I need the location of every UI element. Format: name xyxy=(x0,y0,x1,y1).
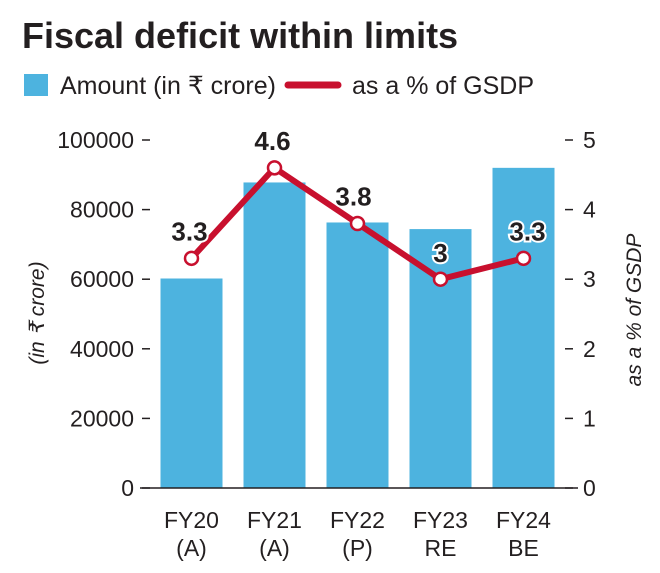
y2-tick-label: 4 xyxy=(583,197,596,223)
pct-points xyxy=(183,160,532,287)
category-label-line2: (A) xyxy=(259,535,290,561)
pct-data-label: 3 xyxy=(433,238,447,268)
category-label-line1: FY20 xyxy=(164,507,219,533)
pct-point xyxy=(349,215,366,232)
category-label-line2: RE xyxy=(425,535,457,561)
bars xyxy=(160,167,555,488)
bar xyxy=(243,182,306,488)
y2-tick-label: 2 xyxy=(583,336,596,362)
legend-bar-swatch xyxy=(24,74,48,96)
legend-line-label: as a % of GSDP xyxy=(352,72,534,100)
category-label-line2: (P) xyxy=(342,535,373,561)
pct-point xyxy=(432,271,449,287)
y2-tick-label: 3 xyxy=(583,266,596,292)
y-tick-label: 20000 xyxy=(70,405,134,431)
category-label-line1: FY21 xyxy=(247,507,302,533)
pct-data-label: 3.3 xyxy=(509,216,545,246)
y-tick-label: 0 xyxy=(121,475,134,501)
y-tick-label: 60000 xyxy=(70,266,134,292)
y2-axis-label: as a % of GSDP xyxy=(623,234,646,387)
y-axis-ticks: 0 20000 40000 60000 80000 100000 xyxy=(57,127,150,501)
pct-data-label: 3.8 xyxy=(335,182,371,212)
y2-tick-label: 5 xyxy=(583,127,596,153)
pct-data-labels: 3.3 4.6 3.8 3 3.3 xyxy=(169,124,547,270)
y2-axis-ticks: 0 1 2 3 4 5 xyxy=(565,127,596,501)
y-tick-label: 100000 xyxy=(57,127,134,153)
pct-data-label: 4.6 xyxy=(254,126,290,156)
category-label-line1: FY24 xyxy=(496,507,551,533)
y-tick-label: 40000 xyxy=(70,336,134,362)
pct-point xyxy=(515,250,532,267)
category-label-line1: FY23 xyxy=(413,507,468,533)
y-axis-label: (in ₹ crore) xyxy=(26,261,49,364)
category-label-line2: BE xyxy=(508,535,539,561)
legend-bar-label: Amount (in ₹ crore) xyxy=(60,72,276,100)
bar xyxy=(492,167,555,488)
y2-tick-label: 1 xyxy=(583,405,596,431)
chart-title: Fiscal deficit within limits xyxy=(22,15,458,56)
legend: Amount (in ₹ crore) as a % of GSDP xyxy=(24,72,534,100)
category-label-line2: (A) xyxy=(176,535,207,561)
bar xyxy=(160,278,223,488)
pct-point xyxy=(266,160,283,176)
category-label-line1: FY22 xyxy=(330,507,385,533)
y2-tick-label: 0 xyxy=(583,475,596,501)
pct-point xyxy=(183,250,200,267)
bar xyxy=(326,222,389,488)
pct-data-label: 3.3 xyxy=(171,216,207,246)
y-tick-label: 80000 xyxy=(70,197,134,223)
